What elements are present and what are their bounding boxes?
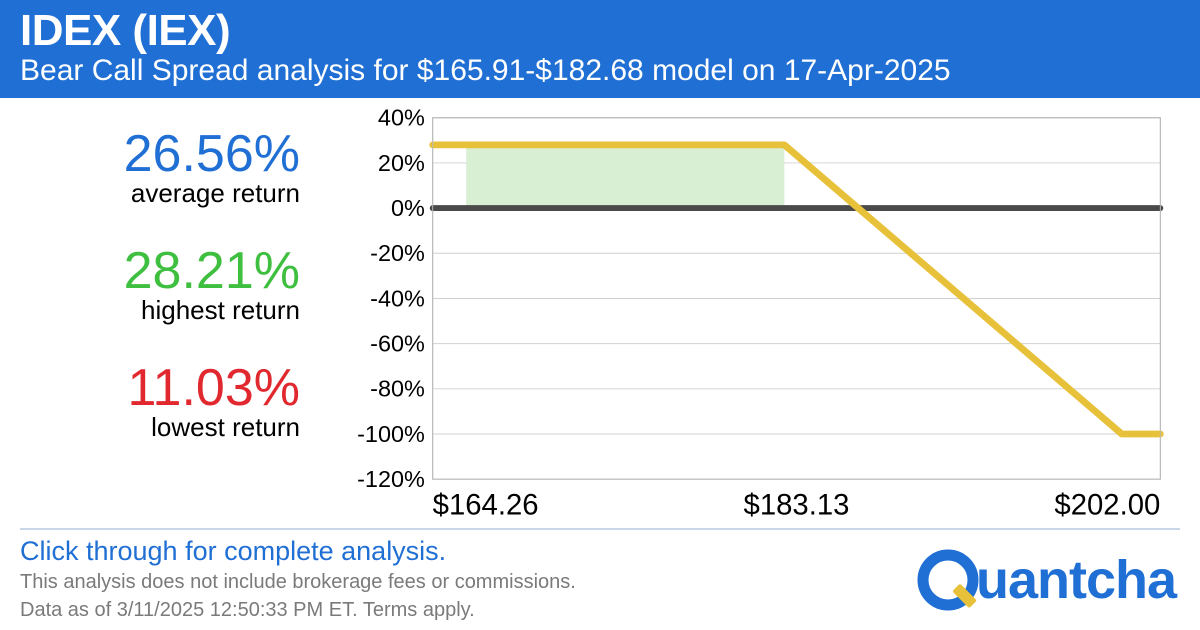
svg-text:-100%: -100% <box>357 421 425 447</box>
cta-link[interactable]: Click through for complete analysis. <box>20 536 914 567</box>
footer-text: Click through for complete analysis. Thi… <box>20 536 914 623</box>
svg-text:40%: 40% <box>378 108 425 131</box>
chart-svg: 40% 20% 0% -20% -40% -60% -80% -100% -120% $164.2… <box>330 108 1180 528</box>
disclaimer-line-2: Data as of 3/11/2025 12:50:33 PM ET. Ter… <box>20 597 914 623</box>
stat-label: lowest return <box>20 412 300 443</box>
stat-highest-return: 28.21% highest return <box>20 245 330 326</box>
stat-label: highest return <box>20 295 300 326</box>
svg-text:$164.26: $164.26 <box>433 488 539 521</box>
stats-panel: 26.56% average return 28.21% highest ret… <box>20 108 330 528</box>
payoff-chart: 40% 20% 0% -20% -40% -60% -80% -100% -120% $164.2… <box>330 108 1180 528</box>
svg-text:-40%: -40% <box>370 285 425 311</box>
logo-q-icon <box>914 546 982 614</box>
svg-text:-60%: -60% <box>370 330 425 356</box>
svg-text:0%: 0% <box>391 195 425 221</box>
stat-value: 26.56% <box>20 128 300 180</box>
stat-lowest-return: 11.03% lowest return <box>20 362 330 443</box>
svg-text:$183.13: $183.13 <box>744 488 850 521</box>
page-title: IDEX (IEX) <box>20 6 1180 56</box>
svg-text:-80%: -80% <box>370 376 425 402</box>
stat-average-return: 26.56% average return <box>20 128 330 209</box>
disclaimer-line-1: This analysis does not include brokerage… <box>20 569 914 595</box>
page-subtitle: Bear Call Spread analysis for $165.91-$1… <box>20 54 1180 88</box>
stat-value: 28.21% <box>20 245 300 297</box>
svg-text:$202.00: $202.00 <box>1054 488 1160 521</box>
svg-text:-20%: -20% <box>370 240 425 266</box>
stat-value: 11.03% <box>20 362 300 414</box>
logo-text: uantcha <box>976 549 1176 611</box>
main-content: 26.56% average return 28.21% highest ret… <box>0 98 1200 528</box>
svg-text:-120%: -120% <box>357 466 425 492</box>
header: IDEX (IEX) Bear Call Spread analysis for… <box>0 0 1200 98</box>
footer: Click through for complete analysis. Thi… <box>20 528 1180 623</box>
stat-label: average return <box>20 178 300 209</box>
brand-logo: uantcha <box>914 546 1180 614</box>
svg-text:20%: 20% <box>378 150 425 176</box>
